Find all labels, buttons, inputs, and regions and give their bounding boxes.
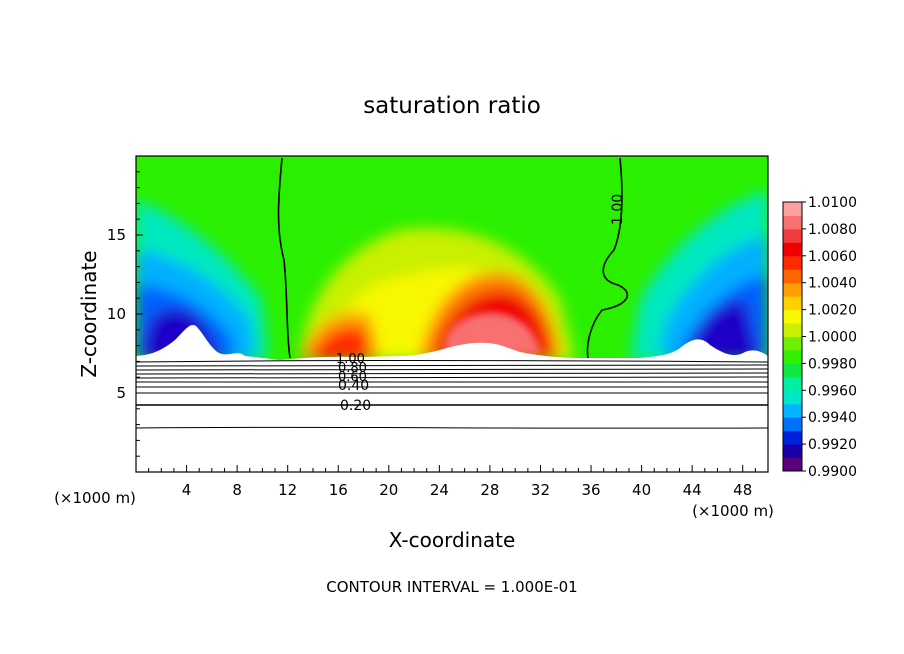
x-axis-label: X-coordinate: [389, 528, 516, 552]
contour-1.00-right: [586, 157, 629, 359]
colorbar-swatch: [783, 242, 802, 257]
colorbar-swatch: [783, 376, 802, 391]
colorbar-label: 0.9940: [808, 410, 857, 426]
colorbar-swatch: [783, 255, 802, 270]
y-tick-label: 15: [107, 226, 126, 244]
x-tick-label: 28: [480, 481, 499, 499]
y-axis: 5 10 15: [107, 171, 143, 457]
x-tick-label: 24: [430, 481, 449, 499]
colorbar: 0.9900 0.9920 0.9940 0.9960 0.9980 1.0000 1.00…: [782, 195, 857, 480]
colorbar-label: 1.0020: [808, 303, 857, 319]
x-tick-label: 48: [733, 481, 752, 499]
colorbar-label: 1.0080: [808, 222, 857, 238]
contour-label: 1.00: [610, 194, 626, 225]
colorbar-swatch: [783, 269, 802, 284]
y-axis-label: Z-coordinate: [77, 250, 101, 377]
contour-1.00-left: [277, 157, 291, 359]
colorbar-swatch: [783, 309, 802, 324]
contour-label: 1.00: [336, 352, 365, 367]
colorbar-swatch: [783, 430, 802, 445]
colorbar-label: 1.0000: [808, 330, 857, 346]
contour-label: 0.60: [338, 370, 367, 385]
contour-labels: 1.00 1.00 0.80 0.60 0.40 0.20: [336, 194, 626, 414]
colorbar-label: 0.9980: [808, 356, 857, 372]
colorbar-swatch: [783, 444, 802, 459]
colorbar-label: 1.0040: [808, 276, 857, 292]
colorbar-label: 1.0060: [808, 249, 857, 265]
contour-interval-note: CONTOUR INTERVAL = 1.000E-01: [326, 578, 577, 596]
colorbar-swatch: [783, 363, 802, 378]
x-tick-label: 4: [182, 481, 192, 499]
terrain-mask: [136, 324, 768, 472]
x-unit-right: (×1000 m): [692, 502, 774, 520]
x-tick-label: 36: [581, 481, 600, 499]
y-tick-label: 5: [116, 384, 126, 402]
x-tick-label: 16: [329, 481, 348, 499]
colorbar-swatch: [783, 349, 802, 364]
colorbar-swatch: [783, 457, 802, 472]
x-tick-label: 44: [683, 481, 702, 499]
x-axis: 4 8 12 16 20 24 28 32 36 40 44 48: [148, 465, 756, 499]
colorbar-swatch: [783, 336, 802, 351]
colorbar-swatch: [783, 228, 802, 243]
x-tick-label: 32: [531, 481, 550, 499]
contour-label: 0.80: [338, 361, 367, 376]
colorbar-swatch: [783, 215, 802, 230]
x-tick-label: 8: [232, 481, 242, 499]
colorbar-swatch: [783, 323, 802, 337]
colorbar-swatch: [783, 403, 802, 418]
colorbar-swatch: [783, 282, 802, 297]
colorbar-label: 0.9920: [808, 437, 857, 453]
colorbar-swatch: [783, 296, 802, 311]
colorbar-label: 1.0100: [808, 195, 857, 211]
x-tick-label: 12: [278, 481, 297, 499]
chart-title: saturation ratio: [363, 93, 541, 119]
colorbar-swatch: [783, 417, 802, 432]
plot-field: [136, 156, 768, 472]
colorbar-label: 0.9900: [808, 464, 857, 480]
contour-label: 0.20: [340, 398, 371, 414]
ground-contours: [135, 360, 769, 429]
contour-lines: [277, 157, 629, 359]
x-tick-label: 40: [632, 481, 651, 499]
colorbar-swatch: [783, 202, 802, 216]
y-tick-label: 10: [107, 305, 126, 323]
x-unit-left: (×1000 m): [54, 489, 136, 507]
x-tick-label: 20: [379, 481, 398, 499]
colorbar-swatch: [783, 390, 802, 405]
colorbar-label: 0.9960: [808, 383, 857, 399]
contour-label: 0.40: [338, 378, 369, 394]
